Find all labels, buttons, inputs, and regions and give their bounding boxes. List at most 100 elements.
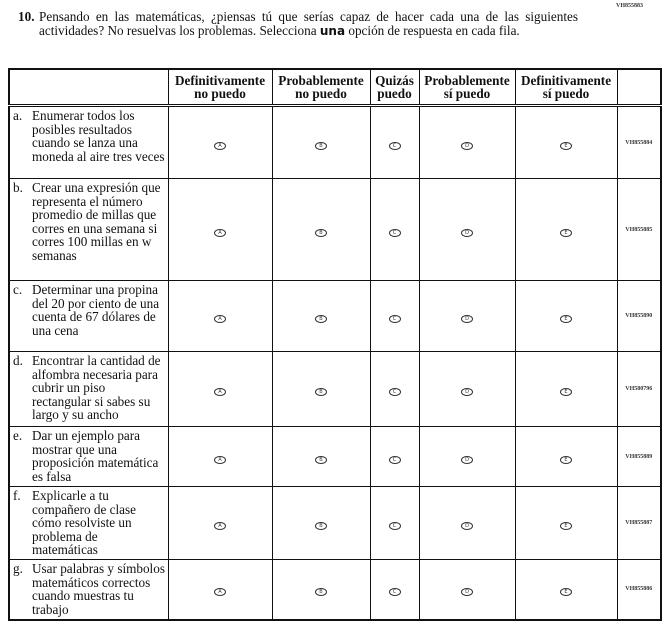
option-cell[interactable]: E [514, 105, 618, 179]
answer-bubble-c[interactable]: C [388, 388, 401, 396]
answer-bubble-a[interactable]: A [214, 141, 226, 150]
column-header: Probablemente no puedo [271, 68, 371, 107]
item-code: VH855885 [616, 178, 662, 281]
option-cell[interactable]: A [167, 105, 273, 179]
emphasis: una [319, 23, 346, 38]
option-cell[interactable]: B [271, 105, 371, 179]
answer-bubble-a[interactable]: A [214, 588, 226, 597]
option-cell[interactable]: D [418, 105, 516, 179]
item-code: VH855887 [616, 486, 662, 560]
option-cell[interactable]: D [418, 178, 516, 281]
option-cell[interactable]: D [418, 426, 516, 487]
item-code: VH855884 [616, 105, 662, 179]
answer-bubble-e[interactable]: E [560, 588, 572, 597]
answer-bubble-e[interactable]: E [560, 315, 572, 323]
option-cell[interactable]: E [514, 178, 618, 281]
answer-bubble-b[interactable]: B [315, 522, 327, 530]
option-cell[interactable]: A [167, 351, 273, 427]
table-row: a. Enumerar todos los posibles resultados… [8, 105, 662, 179]
answer-bubble-d[interactable]: D [461, 315, 473, 323]
question-number: 10. [18, 9, 35, 24]
item-code: VH855889 [616, 426, 662, 487]
option-cell[interactable]: C [369, 178, 420, 281]
answer-bubble-d[interactable]: D [461, 588, 473, 597]
answer-bubble-a[interactable]: A [214, 228, 226, 237]
option-cell[interactable]: B [271, 280, 371, 352]
option-cell[interactable]: E [514, 486, 618, 560]
option-cell[interactable]: A [167, 426, 273, 487]
option-cell[interactable]: D [418, 351, 516, 427]
option-cell[interactable]: B [271, 178, 371, 281]
answer-bubble-d[interactable]: D [461, 228, 473, 237]
item-label: a. Enumerar todos los posibles resultados… [8, 105, 169, 179]
table-row: g. Usar palabras y símbolos matemáticos c… [8, 559, 662, 620]
answer-bubble-a[interactable]: A [214, 388, 226, 396]
answer-bubble-d[interactable]: D [461, 141, 473, 150]
item-label: c. Determinar una propina del 20 por cien… [8, 280, 169, 352]
item-label: f. Explicarle a tu compañero de clase cóm… [8, 486, 169, 560]
option-cell[interactable]: E [514, 280, 618, 352]
answer-bubble-c[interactable]: C [388, 141, 401, 150]
answer-bubble-b[interactable]: B [315, 455, 327, 464]
column-header: Quizás puedo [369, 68, 420, 107]
option-cell[interactable]: D [418, 559, 516, 620]
answer-bubble-c[interactable]: C [388, 228, 401, 237]
option-cell[interactable]: A [167, 559, 273, 620]
option-cell[interactable]: C [369, 486, 420, 560]
answer-bubble-e[interactable]: E [560, 228, 572, 237]
answer-bubble-e[interactable]: E [560, 388, 572, 396]
table-row: e. Dar un ejemplo para mostrar que una pr… [8, 426, 662, 487]
option-cell[interactable]: A [167, 178, 273, 281]
option-cell[interactable]: B [271, 426, 371, 487]
option-cell[interactable]: C [369, 351, 420, 427]
answer-bubble-c[interactable]: C [388, 455, 401, 464]
answer-bubble-b[interactable]: B [315, 315, 327, 323]
answer-bubble-c[interactable]: C [388, 315, 401, 323]
column-header: Definitivamente sí puedo [514, 68, 618, 107]
answer-bubble-e[interactable]: E [560, 522, 572, 530]
answer-bubble-b[interactable]: B [315, 388, 327, 396]
item-label: g. Usar palabras y símbolos matemáticos c… [8, 559, 169, 620]
column-header: Definitivamente no puedo [167, 68, 273, 107]
answer-bubble-d[interactable]: D [461, 455, 473, 464]
option-cell[interactable]: A [167, 280, 273, 352]
option-cell[interactable]: E [514, 559, 618, 620]
option-cell[interactable]: D [418, 280, 516, 352]
option-cell[interactable]: E [514, 426, 618, 487]
option-cell[interactable]: D [418, 486, 516, 560]
answer-bubble-a[interactable]: A [214, 522, 226, 530]
answer-bubble-a[interactable]: A [214, 455, 226, 464]
option-cell[interactable]: E [514, 351, 618, 427]
option-cell[interactable]: A [167, 486, 273, 560]
answer-bubble-b[interactable]: B [315, 141, 327, 150]
answer-bubble-a[interactable]: A [214, 315, 226, 323]
option-cell[interactable]: B [271, 486, 371, 560]
answer-bubble-c[interactable]: C [388, 588, 401, 597]
answer-bubble-d[interactable]: D [461, 388, 473, 396]
item-label: e. Dar un ejemplo para mostrar que una pr… [8, 426, 169, 487]
response-table: Definitivamente no puedo Probablemente no p… [8, 68, 662, 621]
item-code: VH855886 [616, 559, 662, 620]
header-code-blank [616, 68, 662, 107]
option-cell[interactable]: B [271, 351, 371, 427]
answer-bubble-e[interactable]: E [560, 141, 572, 150]
option-cell[interactable]: B [271, 559, 371, 620]
answer-bubble-e[interactable]: E [560, 455, 572, 464]
answer-bubble-c[interactable]: C [388, 522, 401, 530]
item-code: VH855890 [616, 280, 662, 352]
option-cell[interactable]: C [369, 559, 420, 620]
answer-bubble-b[interactable]: B [315, 228, 327, 237]
option-cell[interactable]: C [369, 105, 420, 179]
option-cell[interactable]: C [369, 280, 420, 352]
table-row: b. Crear una expresión que representa el … [8, 178, 662, 281]
header-blank [8, 68, 169, 107]
page-code: VH855883 [616, 3, 643, 9]
question-text: Pensando en las matemáticas, ¿piensas tú… [39, 9, 578, 38]
table-row: c. Determinar una propina del 20 por cien… [8, 280, 662, 352]
answer-bubble-b[interactable]: B [315, 588, 327, 597]
option-cell[interactable]: C [369, 426, 420, 487]
answer-bubble-d[interactable]: D [461, 522, 473, 530]
table-row: f. Explicarle a tu compañero de clase cóm… [8, 486, 662, 560]
question-prompt: 10. Pensando en las matemáticas, ¿piensa… [18, 10, 578, 38]
column-header: Probablemente sí puedo [418, 68, 516, 107]
